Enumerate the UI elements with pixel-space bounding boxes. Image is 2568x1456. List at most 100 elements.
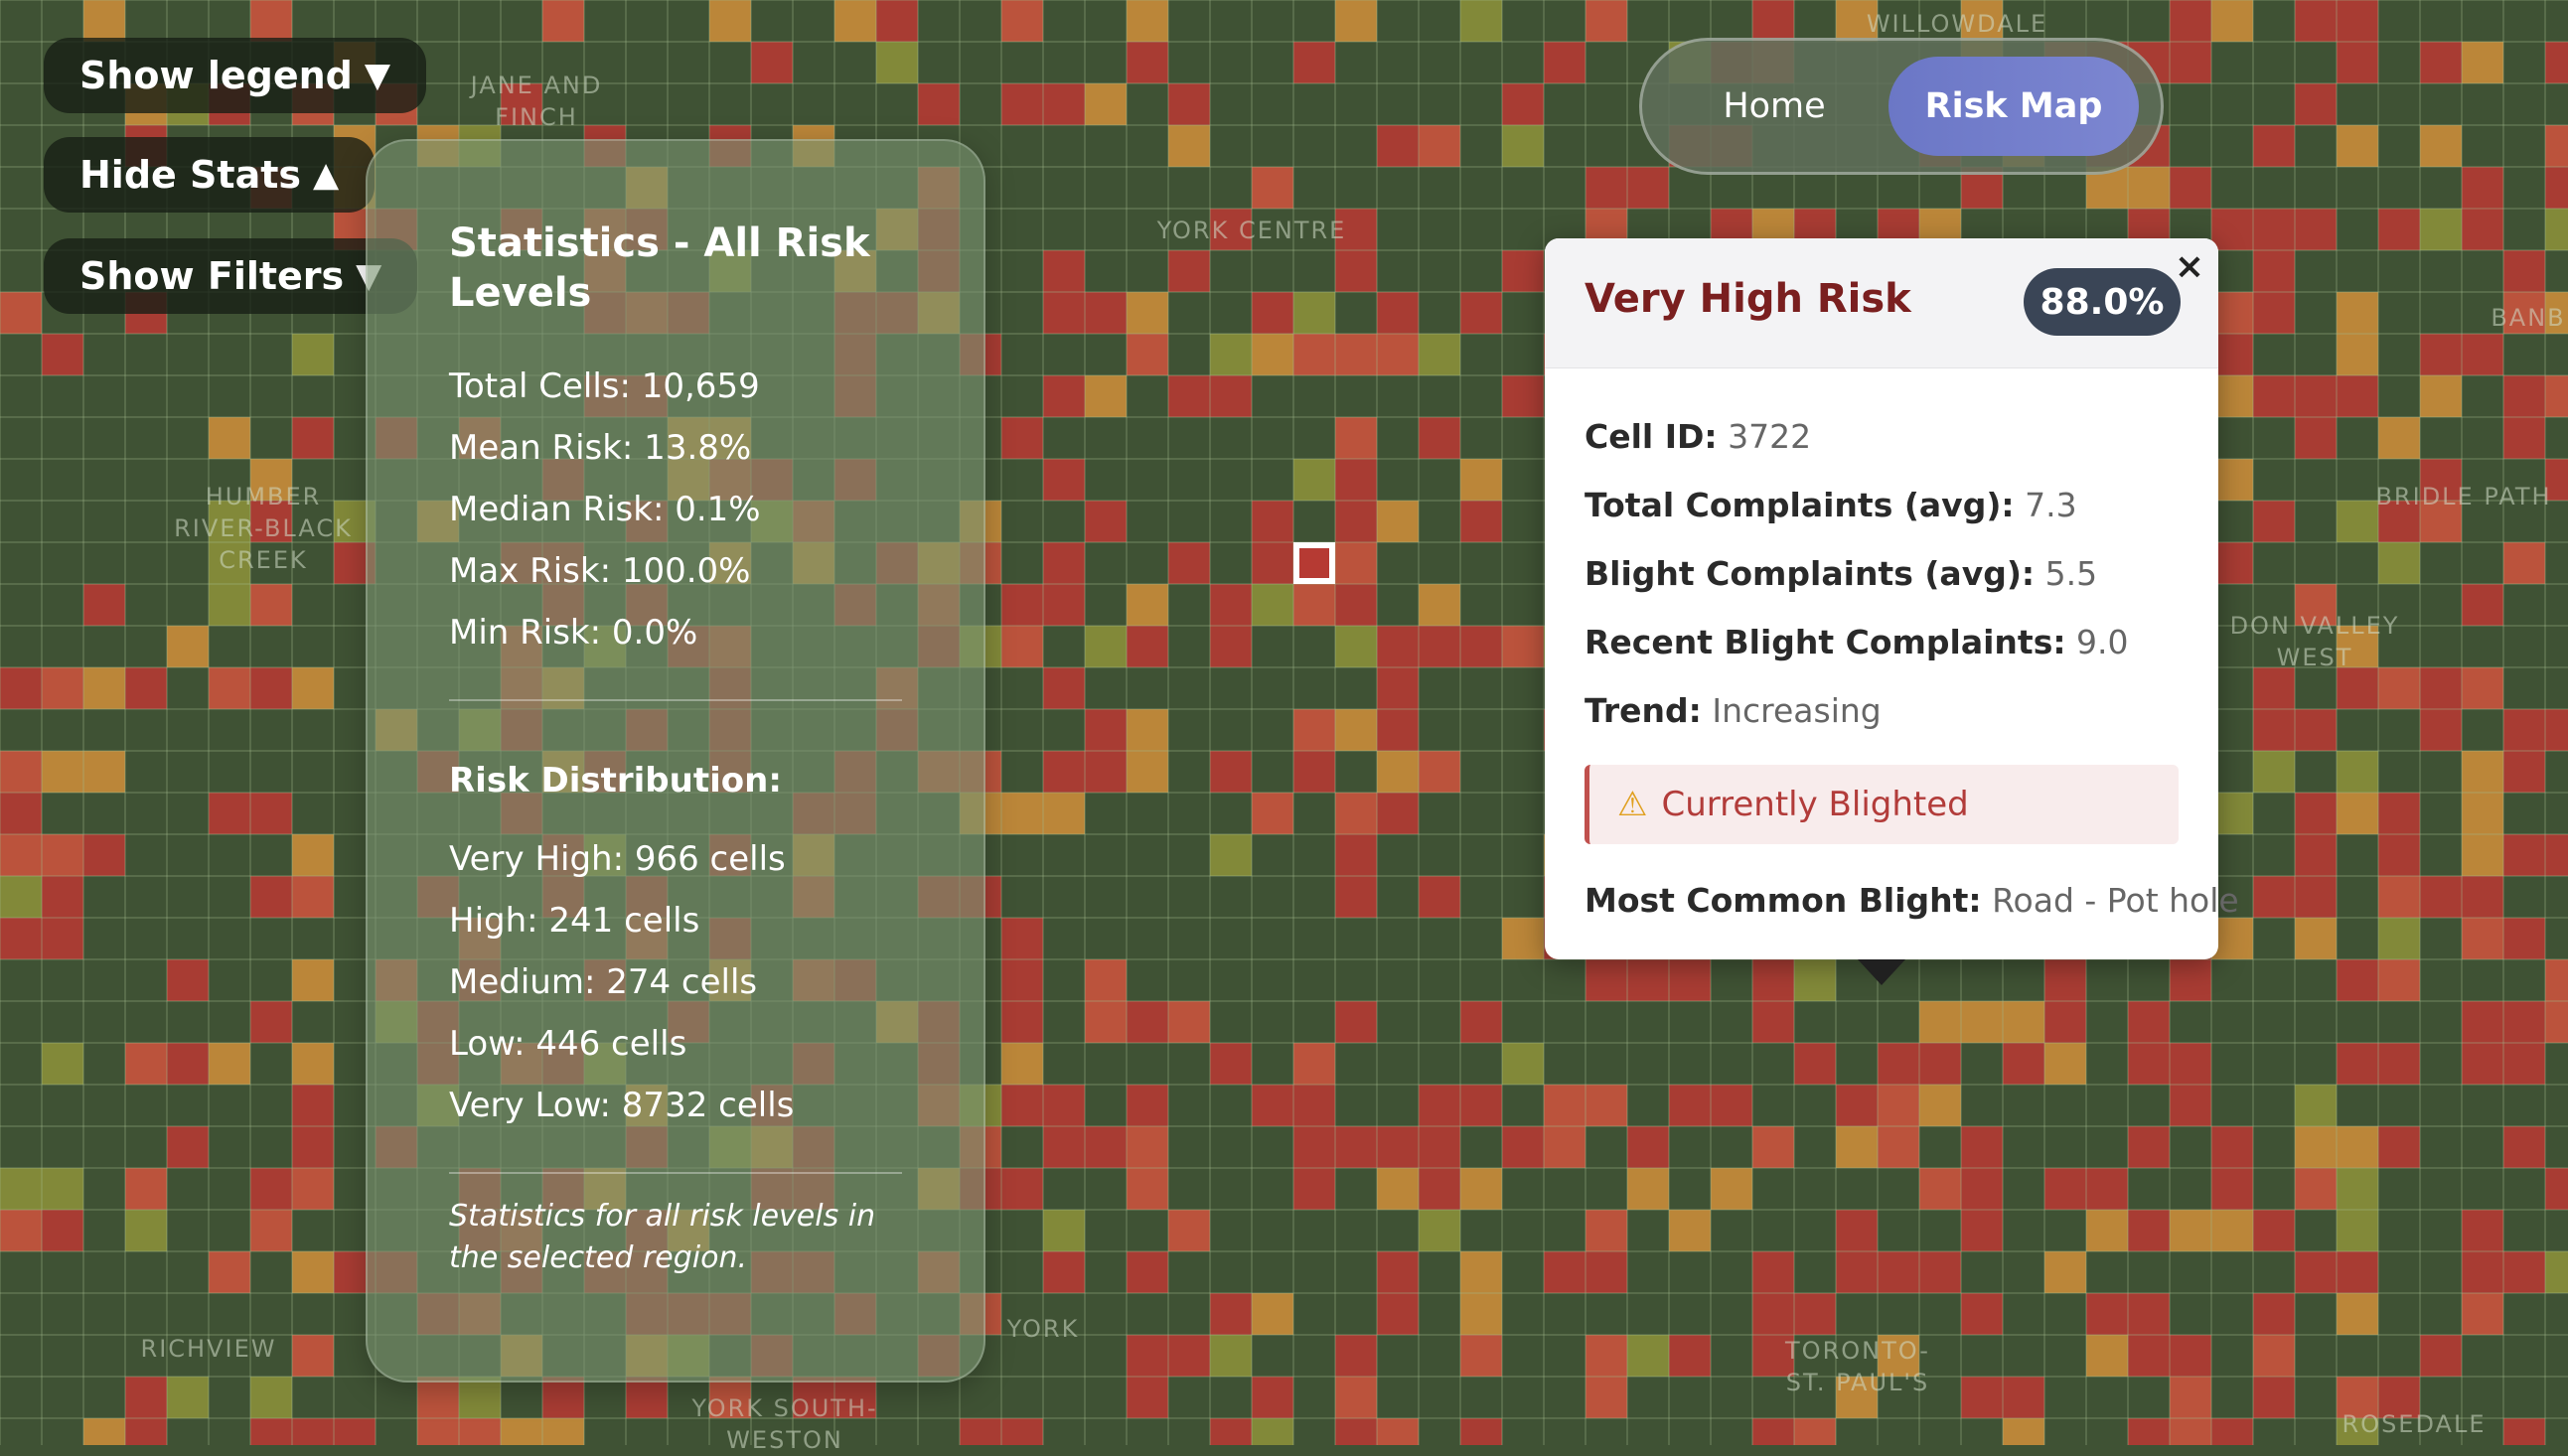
risk-cell[interactable] (1001, 793, 1043, 834)
risk-cell[interactable] (2337, 375, 2378, 417)
risk-cell[interactable] (292, 667, 334, 709)
risk-cell[interactable] (1127, 1085, 1168, 1126)
risk-cell[interactable] (2086, 1210, 2128, 1251)
risk-cell[interactable] (2462, 667, 2503, 709)
risk-cell[interactable] (0, 667, 42, 709)
risk-cell[interactable] (1460, 1251, 1502, 1293)
risk-cell[interactable] (2503, 1043, 2545, 1085)
risk-cell[interactable] (2545, 709, 2568, 751)
risk-cell[interactable] (2462, 1293, 2503, 1335)
risk-cell[interactable] (209, 542, 250, 584)
risk-cell[interactable] (250, 459, 292, 501)
risk-cell[interactable] (0, 918, 42, 959)
risk-cell[interactable] (292, 1251, 334, 1293)
risk-cell[interactable] (1377, 125, 1419, 167)
risk-cell[interactable] (2337, 1210, 2378, 1251)
risk-cell[interactable] (1127, 751, 1168, 793)
risk-cell[interactable] (2503, 751, 2545, 793)
risk-cell[interactable] (2545, 1168, 2568, 1210)
risk-cell[interactable] (2003, 1001, 2044, 1043)
risk-cell[interactable] (2295, 83, 2337, 125)
risk-cell[interactable] (2211, 1418, 2253, 1445)
risk-cell[interactable] (83, 1418, 125, 1445)
risk-cell[interactable] (1586, 167, 1627, 209)
risk-cell[interactable] (1210, 834, 1252, 876)
risk-cell[interactable] (1586, 1335, 1627, 1377)
risk-cell[interactable] (1586, 1251, 1627, 1293)
risk-cell[interactable] (2420, 459, 2462, 501)
risk-cell[interactable] (2295, 1168, 2337, 1210)
risk-cell[interactable] (2337, 1251, 2378, 1293)
risk-cell[interactable] (2462, 918, 2503, 959)
risk-cell[interactable] (2337, 42, 2378, 83)
risk-cell[interactable] (1252, 1085, 1293, 1126)
risk-cell[interactable] (1961, 1210, 2003, 1251)
risk-cell[interactable] (2295, 375, 2337, 417)
risk-cell[interactable] (1043, 375, 1085, 417)
risk-cell[interactable] (1335, 1126, 1377, 1168)
risk-cell[interactable] (1836, 1126, 1878, 1168)
risk-cell[interactable] (1711, 1168, 1752, 1210)
risk-cell[interactable] (751, 42, 793, 83)
risk-cell[interactable] (1919, 1043, 1961, 1085)
risk-cell[interactable] (2211, 292, 2253, 334)
risk-cell[interactable] (292, 1335, 334, 1377)
risk-cell[interactable] (1544, 1126, 1586, 1168)
risk-cell[interactable] (1669, 1085, 1711, 1126)
risk-cell[interactable] (334, 1418, 376, 1445)
risk-cell[interactable] (125, 1418, 167, 1445)
risk-cell[interactable] (1752, 1293, 1794, 1335)
risk-cell[interactable] (2545, 42, 2568, 83)
risk-cell[interactable] (2128, 1001, 2170, 1043)
risk-cell[interactable] (1210, 1043, 1252, 1085)
risk-cell[interactable] (2128, 1210, 2170, 1251)
risk-cell[interactable] (2337, 751, 2378, 793)
risk-cell[interactable] (1961, 1168, 2003, 1210)
risk-cell[interactable] (1293, 1085, 1335, 1126)
risk-cell[interactable] (1252, 1377, 1293, 1418)
risk-cell[interactable] (2378, 959, 2420, 1001)
risk-cell[interactable] (1460, 0, 1502, 42)
risk-cell[interactable] (1377, 1251, 1419, 1293)
risk-cell[interactable] (125, 1043, 167, 1085)
risk-cell[interactable] (2503, 250, 2545, 292)
risk-cell[interactable] (1335, 584, 1377, 626)
risk-cell[interactable] (1001, 1418, 1043, 1445)
risk-cell[interactable] (1335, 334, 1377, 375)
risk-cell[interactable] (2462, 209, 2503, 250)
risk-cell[interactable] (1043, 1251, 1085, 1293)
risk-cell[interactable] (2462, 334, 2503, 375)
risk-cell[interactable] (2503, 1126, 2545, 1168)
risk-cell[interactable] (1752, 1418, 1794, 1445)
risk-cell[interactable] (42, 334, 83, 375)
risk-cell[interactable] (2337, 292, 2378, 334)
risk-cell[interactable] (2253, 1335, 2295, 1377)
risk-cell[interactable] (292, 1168, 334, 1210)
risk-cell[interactable] (1085, 501, 1127, 542)
risk-cell[interactable] (2170, 42, 2211, 83)
risk-cell[interactable] (2170, 0, 2211, 42)
risk-cell[interactable] (2337, 1377, 2378, 1418)
risk-cell[interactable] (1168, 1335, 1210, 1377)
risk-cell[interactable] (1752, 1126, 1794, 1168)
risk-cell[interactable] (1752, 1335, 1794, 1377)
risk-cell[interactable] (209, 501, 250, 542)
risk-cell[interactable] (1252, 1418, 1293, 1445)
risk-cell[interactable] (1001, 1001, 1043, 1043)
risk-cell[interactable] (1836, 1210, 1878, 1251)
risk-cell[interactable] (1043, 292, 1085, 334)
risk-cell[interactable] (1502, 375, 1544, 417)
risk-cell[interactable] (2128, 167, 2170, 209)
risk-cell[interactable] (1335, 542, 1377, 584)
risk-cell[interactable] (1335, 1418, 1377, 1445)
risk-cell[interactable] (1085, 83, 1127, 125)
risk-cell[interactable] (2545, 167, 2568, 209)
risk-cell[interactable] (125, 667, 167, 709)
risk-cell[interactable] (1043, 83, 1085, 125)
risk-cell[interactable] (2337, 125, 2378, 167)
risk-cell[interactable] (2545, 125, 2568, 167)
risk-cell[interactable] (0, 751, 42, 793)
risk-cell[interactable] (2462, 1210, 2503, 1251)
risk-cell[interactable] (1127, 42, 1168, 83)
risk-cell[interactable] (2295, 1251, 2337, 1293)
